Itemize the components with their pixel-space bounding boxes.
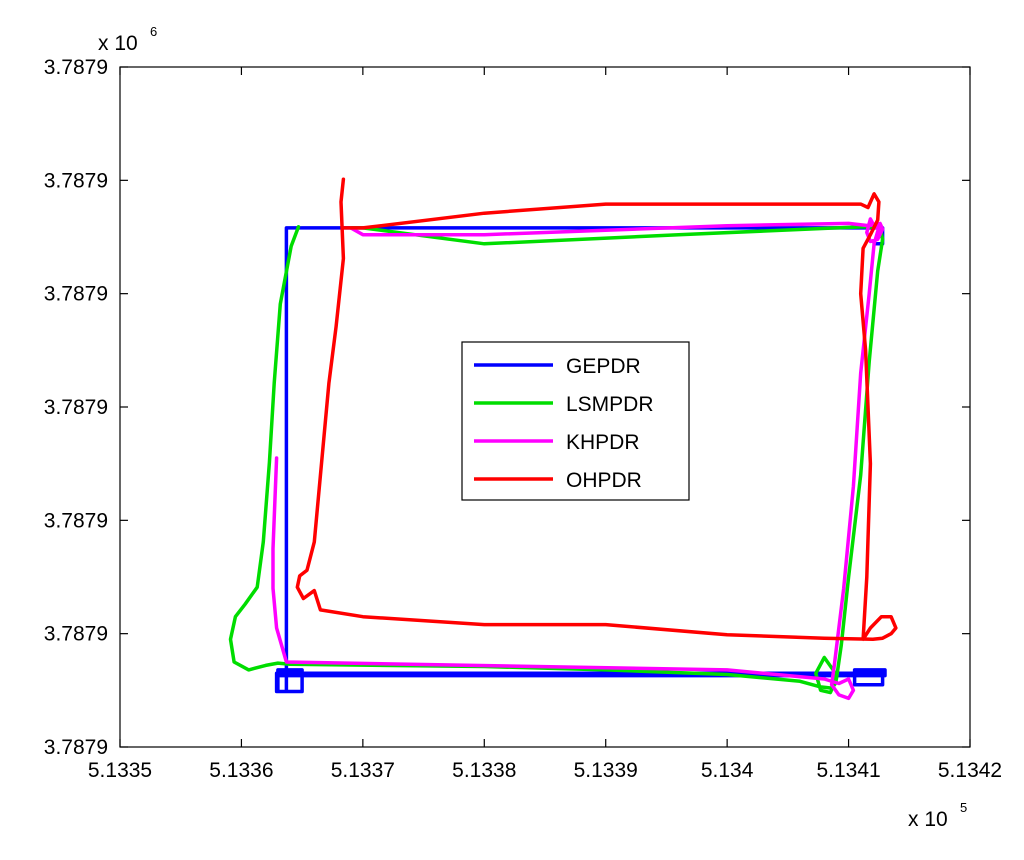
y-tick-label: 3.7879 — [44, 283, 108, 306]
legend-label-ohpdr: OHPDR — [566, 469, 642, 492]
x-axis-exponent: 5 — [960, 800, 967, 815]
y-tick-label: 3.7879 — [44, 396, 108, 419]
series-line-gepdr — [274, 226, 887, 694]
axis-tick-labels: 5.1335 5.1336 5.1337 5.1338 5.1339 5.134 5.134… — [44, 56, 1002, 782]
x-tick-label: 5.1337 — [331, 759, 395, 782]
y-axis-exponent: 6 — [150, 24, 157, 39]
x-axis-multiplier: x 10 — [908, 808, 948, 831]
series-layer — [228, 177, 898, 701]
legend-label-lsmpdr: LSMPDR — [566, 393, 654, 416]
axis-ticks — [119, 66, 971, 748]
series-line-ohpdr — [295, 177, 898, 642]
y-tick-label: 3.7879 — [44, 509, 108, 532]
x-tick-label: 5.1341 — [816, 759, 880, 782]
y-tick-label: 3.7879 — [44, 169, 108, 192]
y-axis-multiplier: x 10 — [98, 32, 138, 55]
x-tick-label: 5.134 — [701, 759, 754, 782]
y-tick-label: 3.7879 — [44, 736, 108, 759]
legend-label-gepdr: GEPDR — [566, 355, 641, 378]
x-tick-label: 5.1338 — [452, 759, 516, 782]
y-tick-label: 3.7879 — [44, 56, 108, 79]
x-tick-label: 5.1336 — [209, 759, 273, 782]
x-tick-label: 5.1339 — [574, 759, 638, 782]
x-tick-label: 5.1335 — [88, 759, 152, 782]
y-tick-label: 3.7879 — [44, 623, 108, 646]
legend-box — [461, 341, 690, 501]
legend: GEPDR LSMPDR KHPDR OHPDR — [461, 341, 690, 501]
x-tick-label: 5.1342 — [938, 759, 1002, 782]
legend-label-khpdr: KHPDR — [566, 431, 640, 454]
series-line-lsmpdr — [228, 225, 885, 695]
